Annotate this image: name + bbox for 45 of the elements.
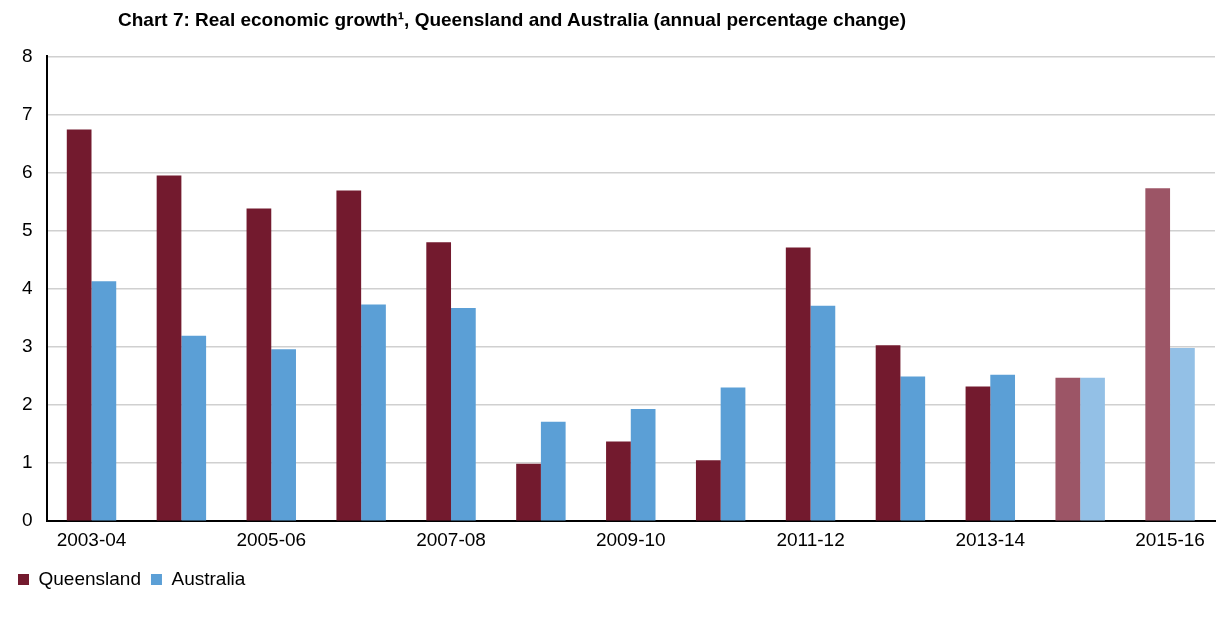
legend-label: Australia xyxy=(171,567,246,589)
bar xyxy=(1080,377,1105,521)
bar xyxy=(720,387,746,521)
bar xyxy=(785,247,811,521)
bar xyxy=(91,281,117,521)
y-tick-label: 7 xyxy=(21,102,33,124)
bar xyxy=(271,349,296,521)
y-tick-label: 6 xyxy=(21,160,33,182)
y-tick-label: 4 xyxy=(21,277,33,299)
bar xyxy=(1145,188,1171,521)
bar xyxy=(965,386,991,521)
bar xyxy=(990,374,1016,521)
bar xyxy=(246,208,272,521)
x-tick-label: 2009-10 xyxy=(595,528,666,550)
y-tick-label: 3 xyxy=(21,335,33,357)
bar xyxy=(426,242,452,521)
bar xyxy=(630,409,656,521)
y-tick-label: 2 xyxy=(21,393,33,415)
bar xyxy=(66,129,92,521)
bar xyxy=(540,421,566,521)
bar xyxy=(361,304,386,521)
bar xyxy=(516,463,541,521)
bar xyxy=(900,376,926,521)
y-tick-label: 5 xyxy=(21,218,33,240)
chart-title: Chart 7: Real economic growth¹, Queensland and Australia (annual percentage change) xyxy=(118,8,907,31)
x-tick-label: 2015-16 xyxy=(1135,528,1205,550)
bar xyxy=(156,175,182,521)
x-tick-label: 2007-08 xyxy=(416,528,486,550)
bar xyxy=(1170,348,1195,521)
bar xyxy=(875,345,901,521)
x-tick-label: 2005-06 xyxy=(236,528,307,550)
bar xyxy=(1055,377,1081,521)
bar xyxy=(606,441,631,521)
bar xyxy=(451,307,476,521)
x-tick-label: 2011-12 xyxy=(776,528,845,550)
bar xyxy=(336,190,362,521)
legend-label: Queensland xyxy=(38,567,141,589)
x-tick-label: 2013-14 xyxy=(955,528,1026,550)
y-tick-label: 0 xyxy=(21,509,33,531)
y-tick-label: 8 xyxy=(21,44,33,66)
bar xyxy=(181,335,207,521)
x-tick-label: 2003-04 xyxy=(56,528,127,550)
bar xyxy=(810,305,836,521)
bar xyxy=(695,460,721,521)
y-tick-label: 1 xyxy=(21,451,33,473)
